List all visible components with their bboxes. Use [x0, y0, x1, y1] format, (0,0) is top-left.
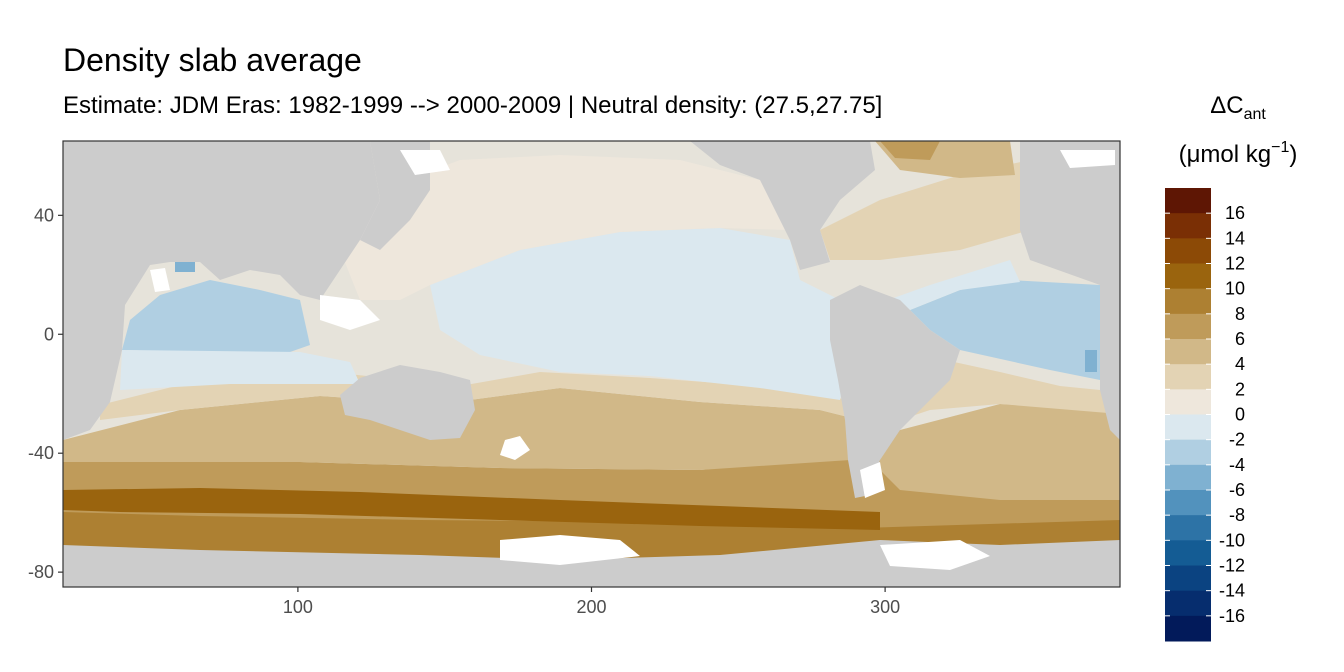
missing-indonesia	[320, 295, 380, 330]
colorbar-label: 0	[1235, 405, 1245, 425]
missing-new-zealand	[500, 436, 530, 460]
land-south-america	[830, 285, 960, 498]
land-africa-east	[1020, 141, 1120, 440]
colorbar-label: -6	[1229, 480, 1245, 500]
colorbar-label: -14	[1219, 581, 1245, 601]
ocean-field-south-atlantic-band	[880, 420, 1120, 500]
ocean-field-indian-ocean	[122, 280, 310, 352]
colorbar-label: -12	[1219, 556, 1245, 576]
colorbar-label: -2	[1229, 430, 1245, 450]
colorbar-swatch	[1165, 615, 1211, 642]
land-africa-west	[63, 141, 150, 440]
land	[63, 141, 1120, 587]
colorbar-label: 12	[1225, 254, 1245, 274]
land-eurasia	[150, 141, 380, 300]
colorbar-swatch	[1165, 238, 1211, 264]
legend-unit-open: (μmol kg	[1179, 141, 1272, 168]
colorbar-label: 10	[1225, 279, 1245, 299]
missing-antarctic-ross	[500, 535, 640, 565]
colorbar-swatch	[1165, 313, 1211, 340]
ocean-field-labrador-core	[880, 141, 940, 160]
legend-title-sub: ant	[1244, 106, 1267, 123]
colorbar-swatch	[1165, 364, 1211, 390]
missing-hudson	[1060, 150, 1115, 168]
colorbar-swatch	[1165, 565, 1211, 592]
colorbar-swatch	[1165, 288, 1211, 315]
colorbar-swatch	[1165, 389, 1211, 415]
ocean-field-south-atlantic-warm	[900, 360, 1120, 420]
ocean-field-tropical-atlantic	[910, 280, 1100, 380]
colorbar-label: -10	[1219, 530, 1245, 550]
chart-title: Density slab average	[63, 42, 362, 78]
legend-unit: (μmol kg−1)	[1179, 139, 1298, 168]
colorbar-label: 16	[1225, 203, 1245, 223]
colorbar-label: -16	[1219, 606, 1245, 626]
missing-drake	[860, 462, 885, 498]
x-axis: 100 200 300	[283, 587, 900, 617]
colorbar-swatch	[1165, 188, 1211, 214]
y-tick-label: -40	[28, 443, 54, 463]
ocean-field-arabian-sea-low	[175, 262, 195, 272]
ocean-field-atlantic-light	[860, 260, 1020, 310]
ocean-field-guinea-low	[1085, 350, 1097, 372]
ocean-field-south-indian-light	[120, 350, 360, 390]
y-tick-label: 0	[44, 324, 54, 344]
colorbar-label: 2	[1235, 379, 1245, 399]
colorbar	[1165, 188, 1211, 642]
colorbar-label: -4	[1229, 455, 1245, 475]
chart-subtitle: Estimate: JDM Eras: 1982-1999 --> 2000-2…	[63, 92, 883, 119]
colorbar-labels: 16 14 12 10 8 6 4 2 0 -2 -4 -6 -8 -10 -12 -14 -16	[1219, 203, 1245, 626]
y-axis: 40 0 -40 -80	[28, 205, 63, 582]
land-north-america	[690, 141, 875, 270]
ocean-field-southern-core	[63, 488, 880, 530]
colorbar-swatch	[1165, 490, 1211, 516]
x-tick-label: 100	[283, 597, 313, 617]
colorbar-label: -8	[1229, 505, 1245, 525]
legend-title-main: ΔC	[1210, 92, 1243, 119]
colorbar-swatch	[1165, 414, 1211, 441]
legend-unit-sup: −1	[1271, 139, 1289, 156]
legend-unit-close: )	[1289, 141, 1297, 168]
x-tick-label: 200	[576, 597, 606, 617]
colorbar-swatch	[1165, 339, 1211, 365]
colorbar-label: 4	[1235, 354, 1245, 374]
colorbar-label: 14	[1225, 228, 1245, 248]
y-tick-label: -80	[28, 562, 54, 582]
colorbar-swatch	[1165, 213, 1211, 239]
colorbar-swatch	[1165, 464, 1211, 491]
land-australia	[340, 365, 475, 440]
colorbar-label: 8	[1235, 304, 1245, 324]
colorbar-label: 6	[1235, 329, 1245, 349]
map-panel	[63, 141, 1120, 587]
colorbar-swatch	[1165, 439, 1211, 466]
ocean-field-north-atlantic	[820, 160, 1030, 260]
colorbar-swatch	[1165, 263, 1211, 290]
legend-title: ΔCant	[1210, 92, 1266, 123]
missing-data	[150, 150, 1115, 570]
ocean-field-north-pacific	[340, 155, 790, 300]
colorbar-legend: ΔCant (μmol kg−1) 16 14 12 10 8 6 4 2 0 -2 -4 -6 -8 -…	[1165, 92, 1297, 642]
y-tick-label: 40	[34, 205, 54, 225]
colorbar-swatch	[1165, 590, 1211, 617]
missing-red-sea	[150, 268, 170, 292]
ocean-field-equatorial-pacific	[430, 228, 850, 400]
colorbar-swatch	[1165, 515, 1211, 541]
colorbar-swatch	[1165, 540, 1211, 566]
land-antarctica	[63, 540, 1120, 587]
x-tick-label: 300	[870, 597, 900, 617]
missing-arctic-pacific	[400, 150, 450, 175]
missing-weddell	[880, 540, 990, 570]
